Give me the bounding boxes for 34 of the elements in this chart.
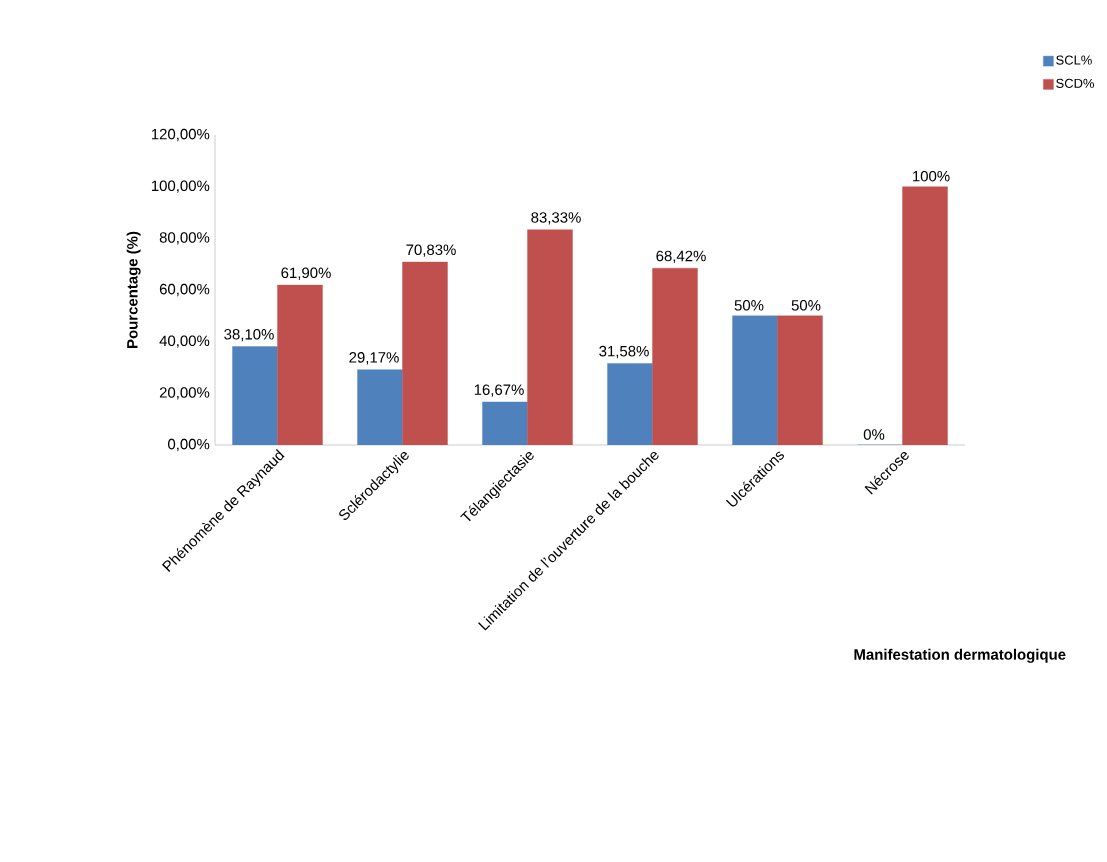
y-axis-title: Pourcentage (%) bbox=[126, 231, 141, 348]
data-label: 83,33% bbox=[531, 212, 581, 225]
bar bbox=[607, 363, 653, 445]
data-label: 70,83% bbox=[406, 244, 456, 257]
y-tick-label: 80,00% bbox=[159, 232, 210, 245]
data-label: 29,17% bbox=[349, 352, 399, 365]
data-label: 0% bbox=[863, 429, 885, 440]
y-tick-label: 0,00% bbox=[168, 438, 210, 452]
data-label: 50% bbox=[734, 300, 764, 311]
data-label: 100% bbox=[913, 170, 950, 182]
bar bbox=[232, 346, 278, 445]
bar bbox=[357, 369, 403, 445]
bar bbox=[902, 186, 948, 445]
data-label: 50% bbox=[791, 300, 821, 311]
bar bbox=[527, 229, 573, 445]
bar bbox=[482, 401, 528, 445]
y-tick-label: 100,00% bbox=[151, 180, 210, 193]
legend-label: SCL% bbox=[1056, 55, 1092, 65]
y-tick-label: 120,00% bbox=[151, 128, 210, 142]
bar bbox=[277, 284, 323, 445]
data-label: 31,58% bbox=[599, 345, 649, 359]
bar bbox=[652, 268, 698, 445]
y-tick-label: 20,00% bbox=[159, 387, 210, 400]
data-label: 61,90% bbox=[281, 267, 331, 280]
bar bbox=[402, 261, 448, 445]
y-tick-label: 60,00% bbox=[159, 283, 210, 297]
legend-label: SCD% bbox=[1056, 78, 1094, 88]
data-label: 16,67% bbox=[474, 384, 524, 397]
y-tick-label: 40,00% bbox=[159, 335, 210, 348]
bar bbox=[777, 315, 823, 445]
data-label: 38,10% bbox=[224, 329, 274, 342]
bar bbox=[732, 315, 778, 445]
x-axis-title: Manifestation dermatologique bbox=[854, 648, 1066, 663]
data-label: 68,42% bbox=[656, 250, 706, 264]
